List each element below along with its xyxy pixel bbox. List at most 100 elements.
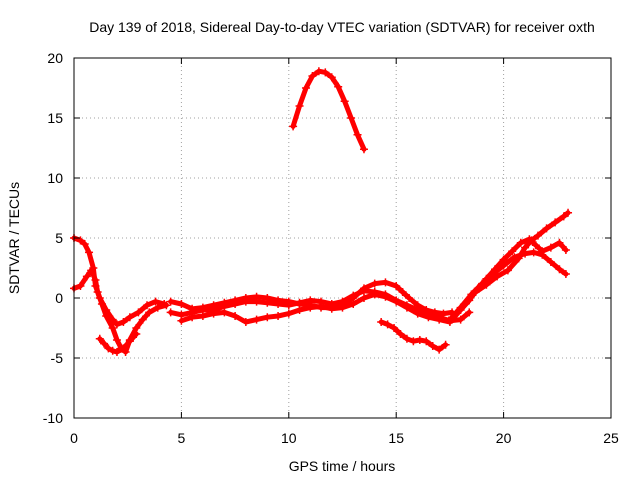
data-point-marker	[263, 298, 272, 307]
data-point-marker	[119, 318, 128, 326]
data-point-marker	[102, 312, 111, 320]
data-point-marker	[82, 272, 91, 281]
data-point-marker	[321, 68, 330, 77]
series-trace-7	[289, 67, 368, 154]
data-point-marker	[359, 294, 368, 302]
data-point-marker	[514, 254, 523, 263]
data-point-marker	[241, 297, 250, 306]
data-point-marker	[295, 298, 304, 307]
data-point-marker	[162, 301, 171, 310]
data-point-marker	[87, 266, 96, 275]
data-point-marker	[134, 308, 143, 317]
data-point-marker	[555, 238, 564, 247]
data-point-marker	[392, 297, 401, 306]
data-point-marker	[415, 336, 424, 344]
data-point-marker	[314, 67, 323, 76]
data-point-marker	[209, 309, 218, 318]
data-point-marker	[422, 337, 431, 346]
data-point-marker	[527, 236, 536, 245]
series-trace-8	[377, 318, 450, 354]
y-tick-label: 15	[47, 110, 63, 126]
data-point-marker	[338, 303, 347, 312]
series-trace-9	[448, 235, 570, 324]
x-tick-label: 20	[496, 430, 512, 446]
data-point-marker	[166, 297, 175, 306]
data-point-marker	[295, 102, 304, 110]
data-point-marker	[284, 309, 293, 318]
data-point-marker	[108, 324, 117, 332]
series-trace-10	[448, 248, 570, 322]
data-point-marker	[284, 301, 293, 310]
data-point-marker	[76, 236, 85, 245]
data-point-marker	[546, 243, 555, 252]
data-point-marker	[493, 272, 502, 281]
data-point-marker	[409, 337, 418, 346]
data-point-marker	[456, 315, 465, 324]
data-point-marker	[231, 312, 240, 320]
data-point-marker	[274, 300, 283, 308]
y-tick-label: 0	[55, 290, 63, 306]
data-point-marker	[471, 288, 480, 296]
series-trace-11	[460, 208, 573, 308]
data-point-marker	[95, 334, 104, 343]
data-point-marker	[546, 258, 555, 266]
data-point-marker	[482, 280, 491, 289]
x-axis-label: GPS time / hours	[289, 458, 396, 474]
data-point-marker	[381, 278, 390, 287]
data-point-marker	[306, 303, 315, 312]
data-point-marker	[402, 303, 411, 312]
data-point-marker	[521, 243, 530, 252]
data-point-marker	[531, 241, 540, 250]
x-tick-label: 10	[281, 430, 297, 446]
data-point-marker	[295, 306, 304, 314]
data-point-marker	[145, 308, 154, 317]
data-point-marker	[188, 313, 197, 322]
data-point-marker	[125, 313, 134, 322]
data-point-marker	[301, 84, 310, 92]
data-point-marker	[252, 315, 261, 324]
data-point-marker	[465, 308, 474, 317]
data-point-marker	[555, 265, 564, 274]
data-point-marker	[398, 288, 407, 296]
data-point-marker	[405, 294, 414, 302]
data-point-marker	[564, 208, 573, 217]
data-point-marker	[383, 320, 392, 329]
data-point-marker	[108, 346, 117, 355]
data-point-marker	[306, 296, 315, 305]
data-point-marker	[231, 300, 240, 308]
data-point-marker	[448, 313, 457, 322]
data-point-marker	[289, 122, 298, 131]
data-point-marker	[561, 270, 570, 278]
data-point-marker	[317, 302, 326, 311]
data-point-marker	[91, 276, 100, 284]
data-point-marker	[402, 334, 411, 343]
tick-layer: 0 5 10 15 20 25 -10 -5 0 5 10 15 20	[43, 50, 619, 446]
data-point-marker	[551, 218, 560, 227]
data-point-marker	[241, 318, 250, 326]
x-tick-label: 15	[388, 430, 404, 446]
data-point-marker	[80, 240, 89, 248]
data-point-marker	[177, 316, 186, 325]
y-tick-label: -10	[43, 410, 63, 426]
series-line	[71, 235, 167, 327]
data-point-marker	[151, 297, 160, 306]
data-point-marker	[263, 313, 272, 322]
data-point-marker	[435, 345, 444, 354]
data-point-marker	[198, 312, 207, 320]
data-point-marker	[370, 290, 379, 299]
y-tick-label: -5	[51, 350, 64, 366]
data-point-marker	[396, 330, 405, 338]
data-point-marker	[132, 330, 141, 338]
data-point-marker	[153, 303, 162, 312]
data-point-marker	[166, 308, 175, 317]
series-trace-6	[177, 290, 454, 326]
data-point-marker	[377, 318, 386, 326]
data-layer	[70, 67, 573, 356]
data-point-marker	[503, 266, 512, 275]
data-point-marker	[381, 292, 390, 301]
data-point-marker	[308, 72, 317, 80]
data-point-marker	[220, 308, 229, 317]
data-point-marker	[538, 250, 547, 259]
data-point-marker	[274, 312, 283, 320]
